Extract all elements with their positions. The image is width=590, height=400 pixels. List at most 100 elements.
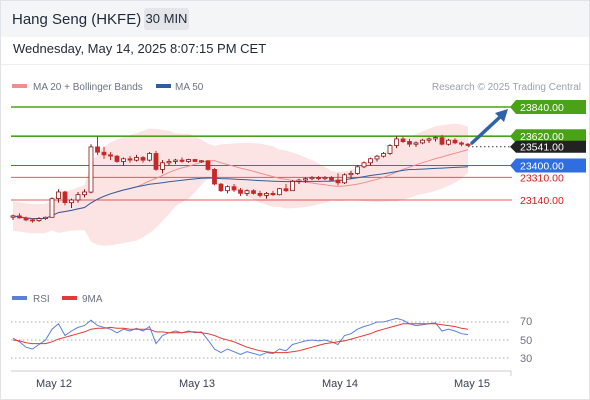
- candle-body: [400, 138, 406, 142]
- candle: [173, 158, 178, 165]
- candle-body: [160, 162, 165, 170]
- candle: [225, 185, 230, 194]
- candle-body: [23, 217, 29, 221]
- candle: [134, 154, 139, 162]
- candle-body: [127, 158, 133, 161]
- candle-body: [381, 153, 386, 157]
- candle: [160, 160, 165, 174]
- candle-body: [56, 191, 61, 199]
- candle: [56, 189, 61, 203]
- candle: [400, 136, 406, 143]
- candle: [153, 150, 159, 171]
- legend-label-ma50: MA 50: [175, 82, 204, 93]
- legend-swatch-ma50: [156, 84, 171, 88]
- candle-body: [374, 155, 380, 160]
- candle-body: [75, 194, 81, 201]
- ma50-line: [12, 166, 469, 220]
- candle-body: [413, 142, 419, 145]
- candle-body: [225, 186, 230, 192]
- x-tick-label: May 13: [179, 378, 215, 390]
- candle-body: [166, 161, 172, 164]
- legend-swatch-rsi: [12, 296, 27, 300]
- candle-body: [368, 158, 373, 164]
- candle-body: [62, 191, 68, 204]
- candle: [407, 138, 412, 147]
- candle: [433, 136, 438, 142]
- candle-body: [283, 188, 289, 192]
- rsi-tick-label: 50: [520, 335, 532, 347]
- candle: [309, 176, 315, 181]
- bollinger-band-area: [13, 123, 468, 246]
- candle-body: [49, 198, 55, 218]
- candle: [127, 156, 133, 163]
- legend-label-ma20: MA 20 + Bollinger Bands: [33, 82, 143, 93]
- candle-body: [361, 162, 367, 168]
- current-price-tag-label: 23541.00: [520, 142, 564, 154]
- candle: [147, 152, 152, 162]
- x-tick-label: May 12: [36, 378, 72, 390]
- candle-body: [140, 157, 146, 161]
- x-tick-label: May 14: [322, 378, 358, 390]
- candle-body: [121, 158, 126, 162]
- candle-body: [303, 178, 308, 181]
- candle-body: [257, 192, 263, 196]
- candle: [10, 214, 16, 220]
- candle: [244, 189, 250, 197]
- candle: [205, 160, 211, 171]
- candle-body: [69, 199, 74, 204]
- candle: [212, 168, 217, 186]
- candle-body: [251, 190, 256, 194]
- candle-body: [192, 159, 198, 162]
- x-tick-label: May 15: [454, 378, 490, 390]
- candle: [17, 213, 22, 219]
- candle: [439, 134, 445, 146]
- candle: [192, 158, 198, 163]
- candle-body: [101, 151, 107, 156]
- candle: [270, 190, 276, 197]
- candle-body: [179, 159, 185, 162]
- candle: [446, 138, 451, 146]
- rsi-ma-line: [12, 323, 469, 354]
- legend-label-rsi: RSI: [33, 294, 50, 305]
- candle: [199, 160, 204, 163]
- candle-body: [134, 157, 139, 161]
- rsi-tick-label: 70: [520, 316, 532, 328]
- candle: [30, 218, 35, 223]
- candle-body: [147, 153, 152, 161]
- candle-body: [153, 153, 159, 170]
- candle-body: [342, 174, 347, 184]
- candle: [62, 190, 68, 206]
- legend-swatch-ma20: [12, 84, 27, 88]
- candle: [114, 154, 120, 163]
- candle: [88, 144, 94, 194]
- candle: [277, 188, 282, 196]
- candle-body: [212, 168, 217, 185]
- candle-body: [465, 143, 471, 146]
- target-price-tag: [510, 100, 586, 114]
- candle-body: [459, 142, 464, 145]
- target-price-tag: [510, 129, 586, 144]
- legend-label-rsi-ma: 9MA: [82, 294, 103, 305]
- candle: [23, 216, 29, 222]
- candle: [218, 182, 224, 193]
- candle: [465, 142, 471, 147]
- candle-body: [309, 176, 315, 180]
- candle: [452, 138, 458, 145]
- candle: [75, 192, 81, 203]
- candle-body: [205, 160, 211, 170]
- target-price-tag-label: 23840.00: [520, 102, 564, 114]
- candle: [394, 136, 399, 149]
- candle: [179, 157, 185, 163]
- candle: [316, 176, 321, 181]
- candle: [335, 173, 341, 186]
- forecast-arrow-shaft: [470, 115, 502, 145]
- candle: [303, 177, 308, 183]
- candle-body: [108, 154, 113, 157]
- candle-body: [446, 139, 451, 145]
- timeframe-button[interactable]: 30 MIN: [144, 8, 189, 30]
- candle-body: [387, 145, 393, 154]
- candle-body: [114, 155, 120, 162]
- target-price-tag-label: 23620.00: [520, 131, 564, 143]
- candle-body: [173, 159, 178, 162]
